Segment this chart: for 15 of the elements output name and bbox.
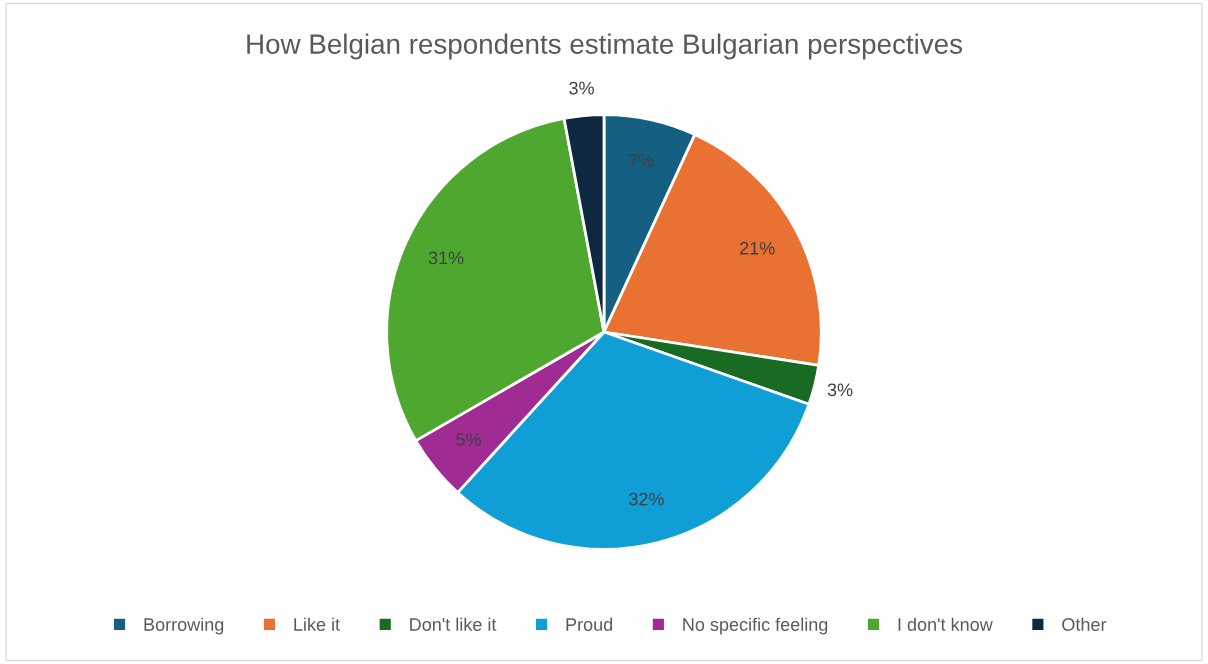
legend-label: No specific feeling — [683, 617, 828, 635]
legend-label: Don't like it — [410, 617, 497, 631]
chart-title: How Belgian respondents estimate Bulgarian perspectives — [247, 33, 963, 60]
data-label: 32% — [629, 492, 664, 506]
legend-label: Other — [1062, 617, 1107, 631]
legend-label: Like it — [294, 617, 340, 631]
data-label: 21% — [740, 241, 775, 255]
data-label: 3% — [827, 383, 853, 397]
data-label: 5% — [456, 433, 481, 446]
data-label: 7% — [629, 154, 654, 167]
data-label: 31% — [428, 251, 464, 265]
legend-label: I don't know — [898, 617, 993, 631]
data-label: 3% — [569, 81, 594, 95]
legend-label: Proud — [566, 617, 613, 631]
legend-label: Borrowing — [144, 617, 224, 635]
